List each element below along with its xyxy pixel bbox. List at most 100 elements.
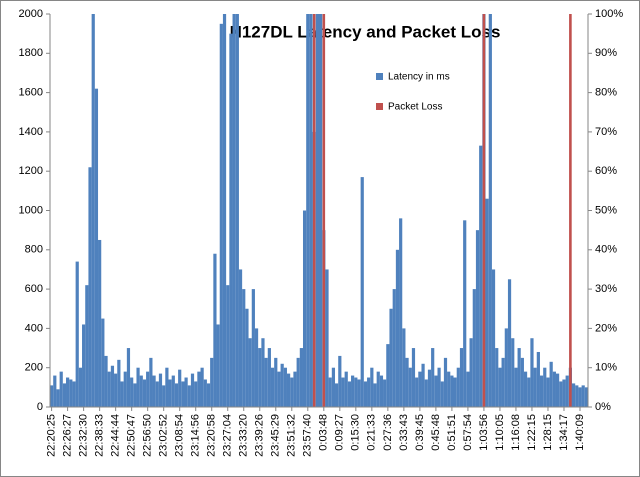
y-tick-label: 600: [25, 283, 43, 295]
latency-bar: [219, 23, 223, 407]
latency-bar: [235, 14, 239, 407]
latency-bar: [245, 308, 249, 407]
latency-bar: [363, 381, 368, 407]
latency-bar: [399, 218, 403, 407]
y-tick-label: 1800: [19, 47, 43, 59]
x-tick-label: 0:51:51: [446, 414, 458, 451]
x-tick-label: 0:21:33: [366, 414, 378, 451]
latency-bar: [562, 379, 566, 407]
y-tick-label: 2000: [19, 8, 43, 20]
latency-bar: [286, 373, 291, 407]
latency-bar: [75, 261, 79, 407]
latency-bar: [98, 239, 102, 407]
latency-bar: [463, 220, 467, 407]
y-tick-label: 1600: [19, 87, 43, 99]
latency-bar: [258, 348, 262, 407]
latency-bar: [66, 377, 70, 407]
latency-bar: [139, 375, 143, 407]
latency-bar: [114, 373, 118, 407]
latency-bar: [575, 385, 579, 407]
latency-bar: [456, 367, 460, 407]
chart-title: N127DL Latency and Packet Loss: [230, 22, 501, 41]
x-tick-label: 0:33:43: [398, 414, 410, 451]
latency-bar: [59, 371, 63, 407]
latency-bar: [277, 371, 281, 407]
x-tick-label: 23:27:04: [222, 414, 234, 457]
latency-bar: [447, 371, 451, 407]
y2-tick-label: 80%: [595, 87, 617, 99]
latency-bar: [120, 381, 124, 407]
latency-bar: [495, 348, 499, 407]
latency-bar: [319, 14, 323, 407]
latency-bar: [520, 357, 524, 407]
latency-bar: [146, 371, 150, 407]
latency-bar: [107, 371, 111, 407]
latency-bar: [328, 377, 332, 407]
latency-bar: [181, 381, 185, 407]
latency-bar: [475, 230, 480, 407]
latency-bar: [335, 383, 339, 407]
y-tick-label: 400: [25, 322, 43, 334]
latency-bar: [251, 289, 255, 407]
latency-bar: [581, 385, 585, 407]
loss-bar: [322, 14, 326, 407]
latency-bar: [309, 14, 313, 407]
latency-bar: [261, 338, 265, 407]
latency-bar: [194, 381, 198, 407]
latency-bar: [511, 338, 515, 407]
latency-bar: [325, 269, 329, 407]
latency-bar: [379, 375, 384, 407]
latency-bar: [421, 363, 425, 407]
y2-tick-label: 30%: [595, 283, 617, 295]
x-tick-label: 22:32:30: [78, 414, 90, 457]
latency-bar: [479, 145, 483, 407]
latency-bar: [82, 324, 86, 407]
latency-bar: [376, 371, 380, 407]
x-tick-label: 23:08:54: [174, 414, 186, 457]
y2-tick-label: 40%: [595, 244, 617, 256]
latency-bar: [514, 367, 518, 407]
latency-bar: [527, 377, 531, 407]
latency-bar: [162, 385, 166, 407]
latency-bar: [517, 348, 521, 407]
latency-bar: [200, 367, 204, 407]
x-tick-label: 1:16:08: [510, 414, 522, 451]
latency-bar: [344, 371, 348, 407]
latency-bar: [373, 383, 377, 407]
latency-bar: [543, 367, 547, 407]
latency-bar: [187, 385, 191, 407]
latency-bar: [222, 14, 227, 407]
latency-bar: [206, 383, 211, 407]
latency-bar: [402, 328, 406, 407]
latency-bar: [424, 379, 428, 407]
x-tick-label: 23:02:52: [158, 414, 170, 457]
latency-bar: [85, 285, 89, 407]
latency-bar: [504, 328, 508, 407]
latency-bar: [434, 375, 438, 407]
latency-bar: [290, 377, 294, 407]
latency-bar: [338, 355, 342, 407]
latency-bar: [559, 381, 563, 407]
x-tick-label: 23:33:20: [238, 414, 250, 457]
x-tick-label: 0:39:45: [414, 414, 426, 451]
y-tick-label: 1400: [19, 126, 43, 138]
latency-bar: [472, 289, 476, 407]
latency-bar: [280, 363, 284, 407]
x-tick-label: 22:56:50: [142, 414, 154, 457]
latency-bar: [104, 355, 108, 407]
latency-bar: [415, 377, 419, 407]
latency-bar: [126, 348, 131, 407]
y2-tick-label: 20%: [595, 322, 617, 334]
latency-bar: [248, 338, 252, 407]
y2-tick-label: 10%: [595, 362, 617, 374]
latency-bar: [165, 367, 169, 407]
x-tick-label: 0:03:48: [318, 414, 330, 451]
latency-bar: [578, 387, 582, 407]
latency-bar: [306, 14, 310, 407]
loss-bar: [312, 14, 316, 407]
latency-bar: [213, 253, 217, 407]
latency-bar: [389, 308, 393, 407]
latency-bar: [498, 367, 502, 407]
